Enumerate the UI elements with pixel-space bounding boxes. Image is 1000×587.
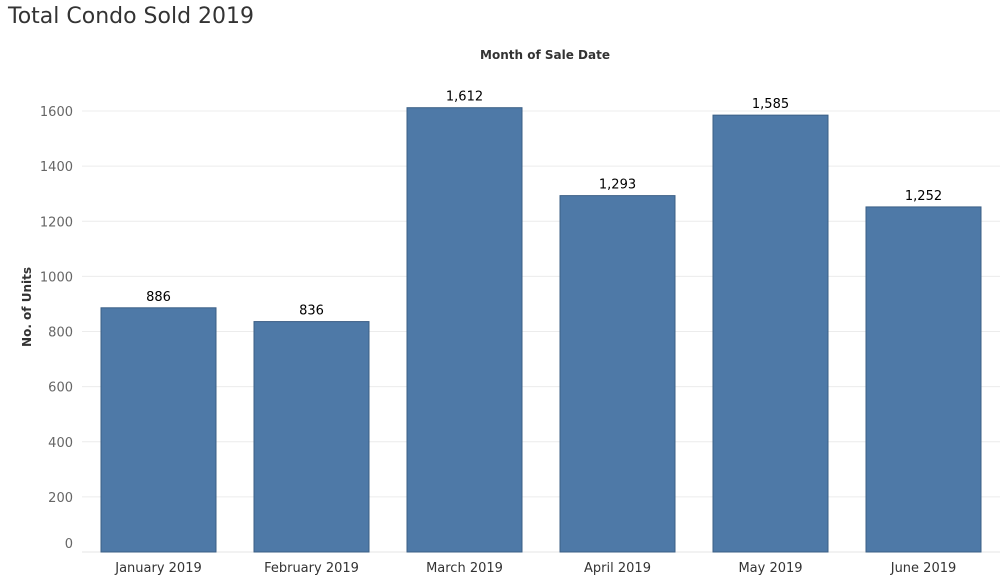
data-labels: 886 836 1,612 1,293 1,585 1,252 [146, 90, 942, 319]
bar[interactable] [712, 114, 829, 553]
x-tick-label: January 2019 [114, 561, 202, 576]
bar[interactable] [865, 206, 982, 553]
y-tick-label: 400 [48, 436, 73, 451]
gridlines [82, 110, 1000, 553]
x-axis-ticks: January 2019 February 2019 March 2019 April… [114, 561, 956, 576]
x-axis-title: Month of Sale Date [480, 48, 610, 62]
y-tick-label: 1400 [40, 160, 73, 175]
y-tick-label: 0 [65, 537, 73, 552]
x-tick-label: May 2019 [738, 561, 802, 576]
data-label: 1,612 [446, 90, 483, 105]
y-tick-label: 1200 [40, 215, 73, 230]
bar[interactable] [253, 321, 370, 553]
bars [100, 107, 982, 553]
y-tick-label: 600 [48, 381, 73, 396]
data-label: 886 [146, 290, 171, 305]
bar[interactable] [406, 107, 523, 553]
bar[interactable] [100, 307, 217, 553]
x-tick-label: March 2019 [426, 561, 503, 576]
data-label: 1,252 [905, 189, 942, 204]
x-tick-label: April 2019 [584, 561, 651, 576]
x-tick-label: February 2019 [264, 561, 359, 576]
y-tick-label: 1600 [40, 105, 73, 120]
y-axis-ticks: 0 200 400 600 800 1000 1200 1400 1600 [40, 105, 73, 552]
data-label: 1,293 [599, 178, 636, 193]
y-tick-label: 800 [48, 326, 73, 341]
y-tick-label: 200 [48, 491, 73, 506]
x-tick-label: June 2019 [890, 561, 957, 576]
y-tick-label: 1000 [40, 270, 73, 285]
bar[interactable] [559, 195, 676, 553]
data-label: 836 [299, 304, 324, 319]
data-label: 1,585 [752, 97, 789, 112]
chart-title: Total Condo Sold 2019 [8, 4, 255, 29]
y-axis-title: No. of Units [20, 267, 34, 347]
